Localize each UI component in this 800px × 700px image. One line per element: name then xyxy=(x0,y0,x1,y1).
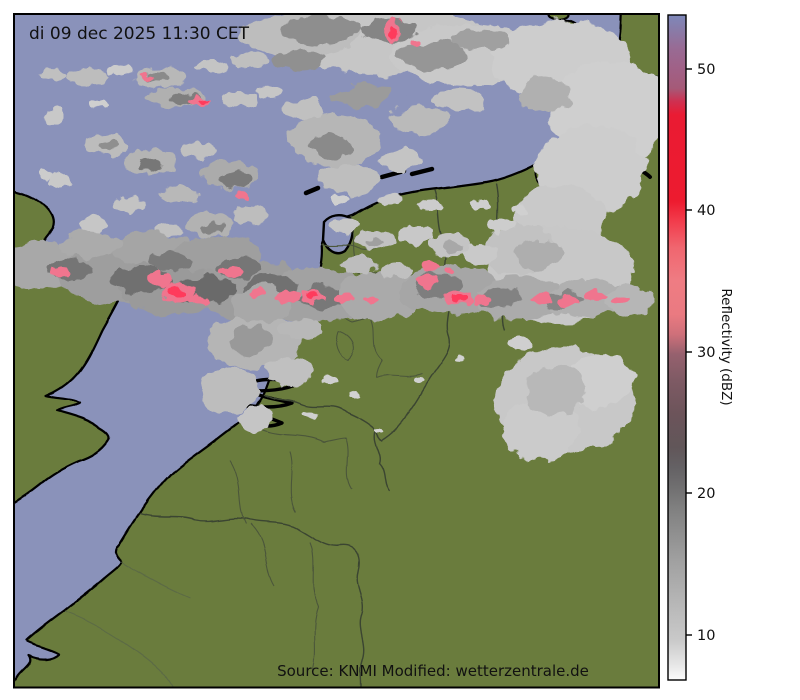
colorbar-bar xyxy=(668,15,686,680)
colorbar-tick-20: 20 xyxy=(697,486,715,502)
colorbar: 50 40 30 20 10 Reflectivity (dBZ) xyxy=(667,14,734,681)
colorbar-tick-10: 10 xyxy=(697,628,715,644)
colorbar-tick-40: 40 xyxy=(697,203,715,219)
map-frame xyxy=(13,13,660,689)
colorbar-tick-30: 30 xyxy=(697,345,715,361)
colorbar-tickmarks xyxy=(686,68,692,636)
echo-mass-north xyxy=(240,14,659,255)
radar-echo-layer xyxy=(14,14,659,460)
radar-map-panel: di 09 dec 2025 11:30 CET Source: KNMI Mo… xyxy=(14,14,659,688)
timestamp-label: di 09 dec 2025 11:30 CET xyxy=(29,24,250,44)
source-credit-label: Source: KNMI Modified: wetterzentrale.de xyxy=(277,662,589,680)
reflectivity-axis-label: Reflectivity (dBZ) xyxy=(718,288,734,405)
precip-cells-intense xyxy=(168,26,467,302)
border-fr-internal xyxy=(63,611,174,688)
echo-inland-scatter xyxy=(303,194,528,433)
border-be-fr xyxy=(139,513,365,688)
colorbar-frame xyxy=(667,14,687,681)
colorbar-tick-50: 50 xyxy=(697,62,715,78)
border-nl-be xyxy=(263,393,391,493)
